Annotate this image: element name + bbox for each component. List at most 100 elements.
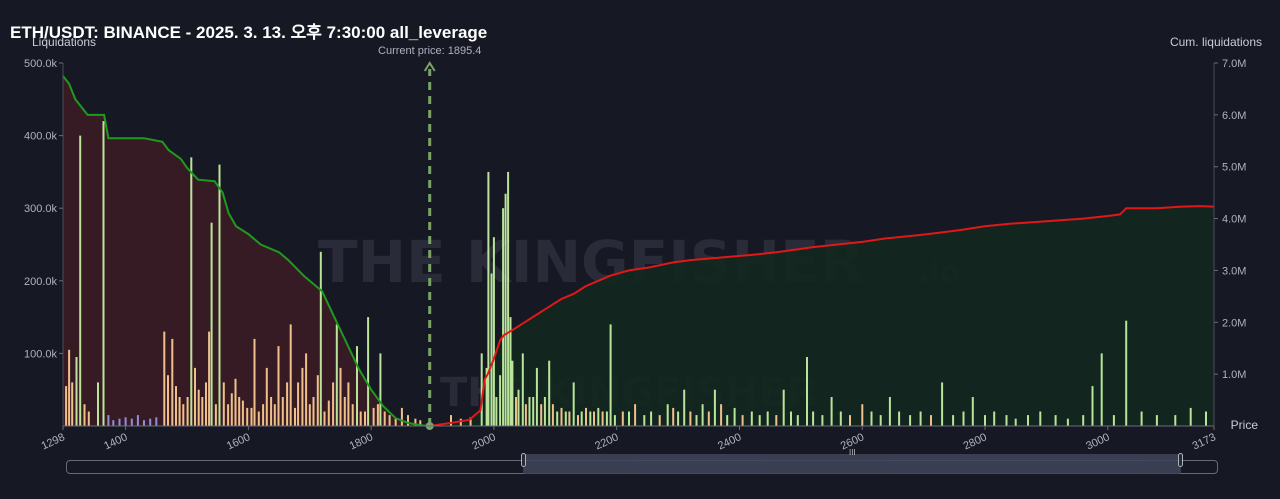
liquidation-bar bbox=[308, 404, 311, 426]
short-cumulative-line bbox=[429, 205, 1215, 427]
liquidation-bar bbox=[1054, 415, 1057, 426]
liquidation-bar bbox=[487, 171, 490, 426]
y-right-tick-label: 1.0M bbox=[1222, 369, 1246, 381]
y-left-tick-label: 300.0k bbox=[24, 203, 58, 215]
liquidation-bar bbox=[197, 389, 200, 426]
y-right-tick-label: 6.0M bbox=[1222, 110, 1246, 122]
liquidation-bar bbox=[509, 317, 512, 426]
liquidation-bar bbox=[543, 397, 546, 426]
liquidation-bar bbox=[222, 382, 225, 426]
current-price-label: Current price: 1895.4 bbox=[378, 45, 481, 57]
liquidation-bar bbox=[178, 397, 181, 426]
liquidation-bar bbox=[898, 411, 901, 426]
liquidation-bar bbox=[535, 367, 538, 426]
liquidation-bar bbox=[572, 382, 575, 426]
liquidation-bar bbox=[394, 418, 397, 426]
liquidation-bar bbox=[319, 251, 322, 426]
liquidation-bar bbox=[613, 415, 616, 426]
liquidation-bar bbox=[580, 411, 583, 426]
liquidation-bar bbox=[601, 411, 604, 426]
liquidation-bar bbox=[118, 418, 121, 426]
liquidation-bar bbox=[577, 415, 579, 426]
liquidation-bar bbox=[984, 415, 986, 426]
liquidation-bar bbox=[124, 417, 127, 426]
liquidation-bar bbox=[281, 397, 284, 426]
liquidation-bar bbox=[316, 375, 319, 426]
x-tick-label: 3173 bbox=[1191, 431, 1218, 452]
liquidation-bar bbox=[524, 404, 527, 426]
liquidation-bar bbox=[490, 273, 493, 426]
liquidation-bar bbox=[286, 382, 289, 426]
cumulative-areas bbox=[63, 76, 1214, 426]
liquidation-bar bbox=[499, 375, 502, 426]
liquidation-bar bbox=[75, 357, 78, 426]
liquidation-bar bbox=[515, 397, 517, 426]
liquidation-bar bbox=[469, 417, 472, 426]
liquidation-bar bbox=[250, 407, 253, 426]
liquidation-bar bbox=[643, 415, 646, 426]
liquidation-bar bbox=[589, 411, 592, 426]
liquidation-bar bbox=[305, 353, 308, 426]
liquidation-bar bbox=[175, 386, 177, 426]
liquidation-bar bbox=[71, 382, 74, 426]
liquidation-bar bbox=[564, 411, 567, 426]
liquidation-bar bbox=[227, 404, 230, 426]
liquidation-bar bbox=[1005, 415, 1008, 426]
liquidation-bar bbox=[112, 420, 115, 426]
current-price-marker[interactable]: Current price: 1895.4 bbox=[378, 45, 481, 430]
liquidation-bar bbox=[597, 407, 600, 426]
scrollbar-right-handle[interactable] bbox=[1178, 453, 1183, 467]
liquidation-bar bbox=[1100, 353, 1103, 426]
liquidation-bar bbox=[540, 404, 543, 426]
y-right-tick-label: 3.0M bbox=[1222, 265, 1246, 277]
liquidation-bar bbox=[214, 404, 217, 426]
liquidation-bar bbox=[265, 367, 268, 426]
liquidation-bar bbox=[861, 404, 864, 426]
cumulative-lines bbox=[62, 75, 1215, 427]
liquidation-bar bbox=[323, 411, 326, 426]
liquidation-bar bbox=[450, 415, 452, 426]
liquidation-bar bbox=[492, 237, 495, 426]
liquidation-bar bbox=[194, 367, 196, 426]
y-left-tick-label: 100.0k bbox=[24, 348, 58, 360]
liquidation-bar bbox=[87, 411, 90, 426]
scrollbar-left-handle[interactable] bbox=[521, 453, 526, 467]
y-left-tick-label: 400.0k bbox=[24, 131, 58, 143]
x-tick-label: 3000 bbox=[1084, 431, 1111, 452]
liquidation-bar bbox=[1140, 411, 1143, 426]
liquidation-bar bbox=[136, 415, 139, 426]
liquidation-bar bbox=[741, 415, 744, 426]
scrollbar-grip-icon[interactable]: III bbox=[849, 448, 856, 457]
liquidation-bar bbox=[1189, 407, 1192, 426]
range-scrollbar[interactable]: III bbox=[66, 448, 1218, 474]
liquidation-bar bbox=[372, 407, 375, 426]
liquidation-bar bbox=[253, 338, 256, 426]
liquidation-bar bbox=[689, 411, 692, 426]
liquidation-bar bbox=[332, 382, 335, 426]
liquidation-bar bbox=[383, 411, 386, 426]
liquidation-chart[interactable]: THE KINGFISHER .io THE KINGFISHER Curren… bbox=[0, 0, 1280, 455]
liquidation-bar bbox=[683, 389, 686, 426]
liquidation-bar bbox=[270, 397, 273, 426]
liquidation-bars bbox=[65, 121, 1207, 426]
liquidation-bar bbox=[480, 353, 483, 426]
liquidation-bar bbox=[347, 382, 350, 426]
liquidation-bar bbox=[297, 382, 300, 426]
liquidation-bar bbox=[888, 397, 891, 426]
liquidation-bar bbox=[376, 404, 379, 426]
y-right-tick-label: 4.0M bbox=[1222, 214, 1246, 226]
liquidation-bar bbox=[1039, 411, 1042, 426]
liquidation-bar bbox=[210, 222, 213, 426]
scrollbar-window[interactable]: III bbox=[521, 448, 1183, 474]
liquidation-bar bbox=[766, 411, 769, 426]
liquidation-bar bbox=[163, 331, 166, 426]
liquidation-bar bbox=[879, 415, 882, 426]
liquidation-bar bbox=[585, 407, 587, 426]
liquidation-bar bbox=[930, 415, 932, 426]
liquidation-bar bbox=[327, 400, 330, 426]
liquidation-bar bbox=[593, 411, 595, 426]
liquidation-bar bbox=[201, 397, 204, 426]
liquidation-bar bbox=[351, 404, 354, 426]
liquidation-bar bbox=[335, 324, 338, 426]
liquidation-bar bbox=[634, 404, 637, 426]
